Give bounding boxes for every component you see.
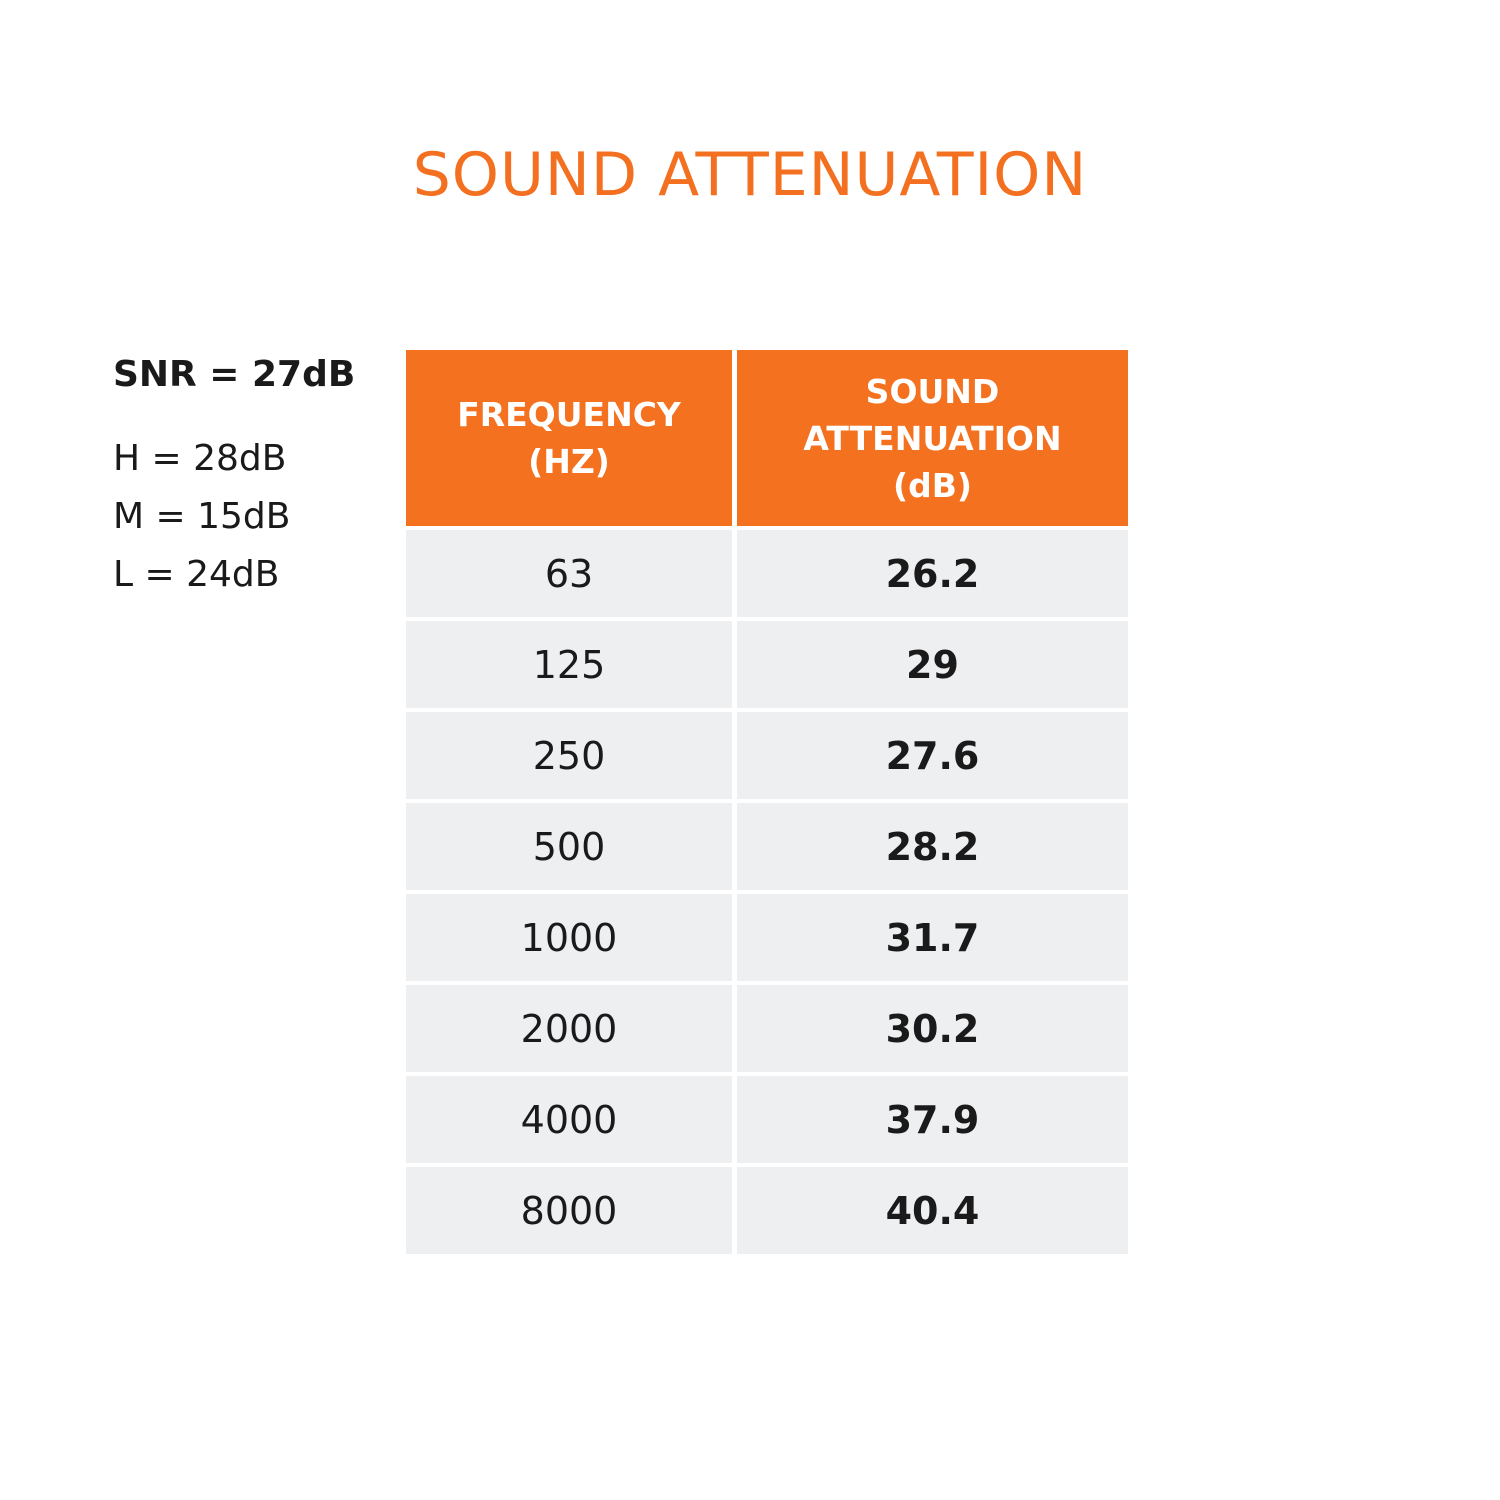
frequency-cell: 250 [406, 712, 732, 799]
attenuation-cell: 27.6 [737, 712, 1128, 799]
notes: SNR = 27dB H = 28dB M = 15dB L = 24dB [113, 350, 355, 604]
attenuation-cell: 26.2 [737, 530, 1128, 617]
frequency-cell: 4000 [406, 1076, 732, 1163]
attenuation-cell: 40.4 [737, 1167, 1128, 1254]
frequency-cell: 2000 [406, 985, 732, 1072]
frequency-cell: 8000 [406, 1167, 732, 1254]
attenuation-cell: 37.9 [737, 1076, 1128, 1163]
attenuation-cell: 31.7 [737, 894, 1128, 981]
note: SNR = 27dB [113, 354, 356, 395]
header-cell: SOUND ATTENUATION (dB) [737, 350, 1128, 526]
note: H = 28dB [113, 438, 287, 479]
note: L = 24dB [113, 554, 280, 595]
header-text: FREQUENCY (HZ) [457, 395, 681, 481]
attenuation-cell: 30.2 [737, 985, 1128, 1072]
header-text: SOUND ATTENUATION (dB) [803, 371, 1062, 505]
frequency-cell: 125 [406, 621, 732, 708]
title: SOUND ATTENUATION [412, 140, 1088, 210]
note: M = 15dB [113, 496, 291, 537]
attenuation-cell: 28.2 [737, 803, 1128, 890]
frequency-cell: 63 [406, 530, 732, 617]
attenuation-table: FREQUENCY (HZ) SOUND ATTENUATION (dB) 63 26… [406, 350, 1128, 1254]
attenuation-cell: 29 [737, 621, 1128, 708]
header-cell: FREQUENCY (HZ) [406, 350, 732, 526]
frequency-cell: 500 [406, 803, 732, 890]
frequency-cell: 1000 [406, 894, 732, 981]
